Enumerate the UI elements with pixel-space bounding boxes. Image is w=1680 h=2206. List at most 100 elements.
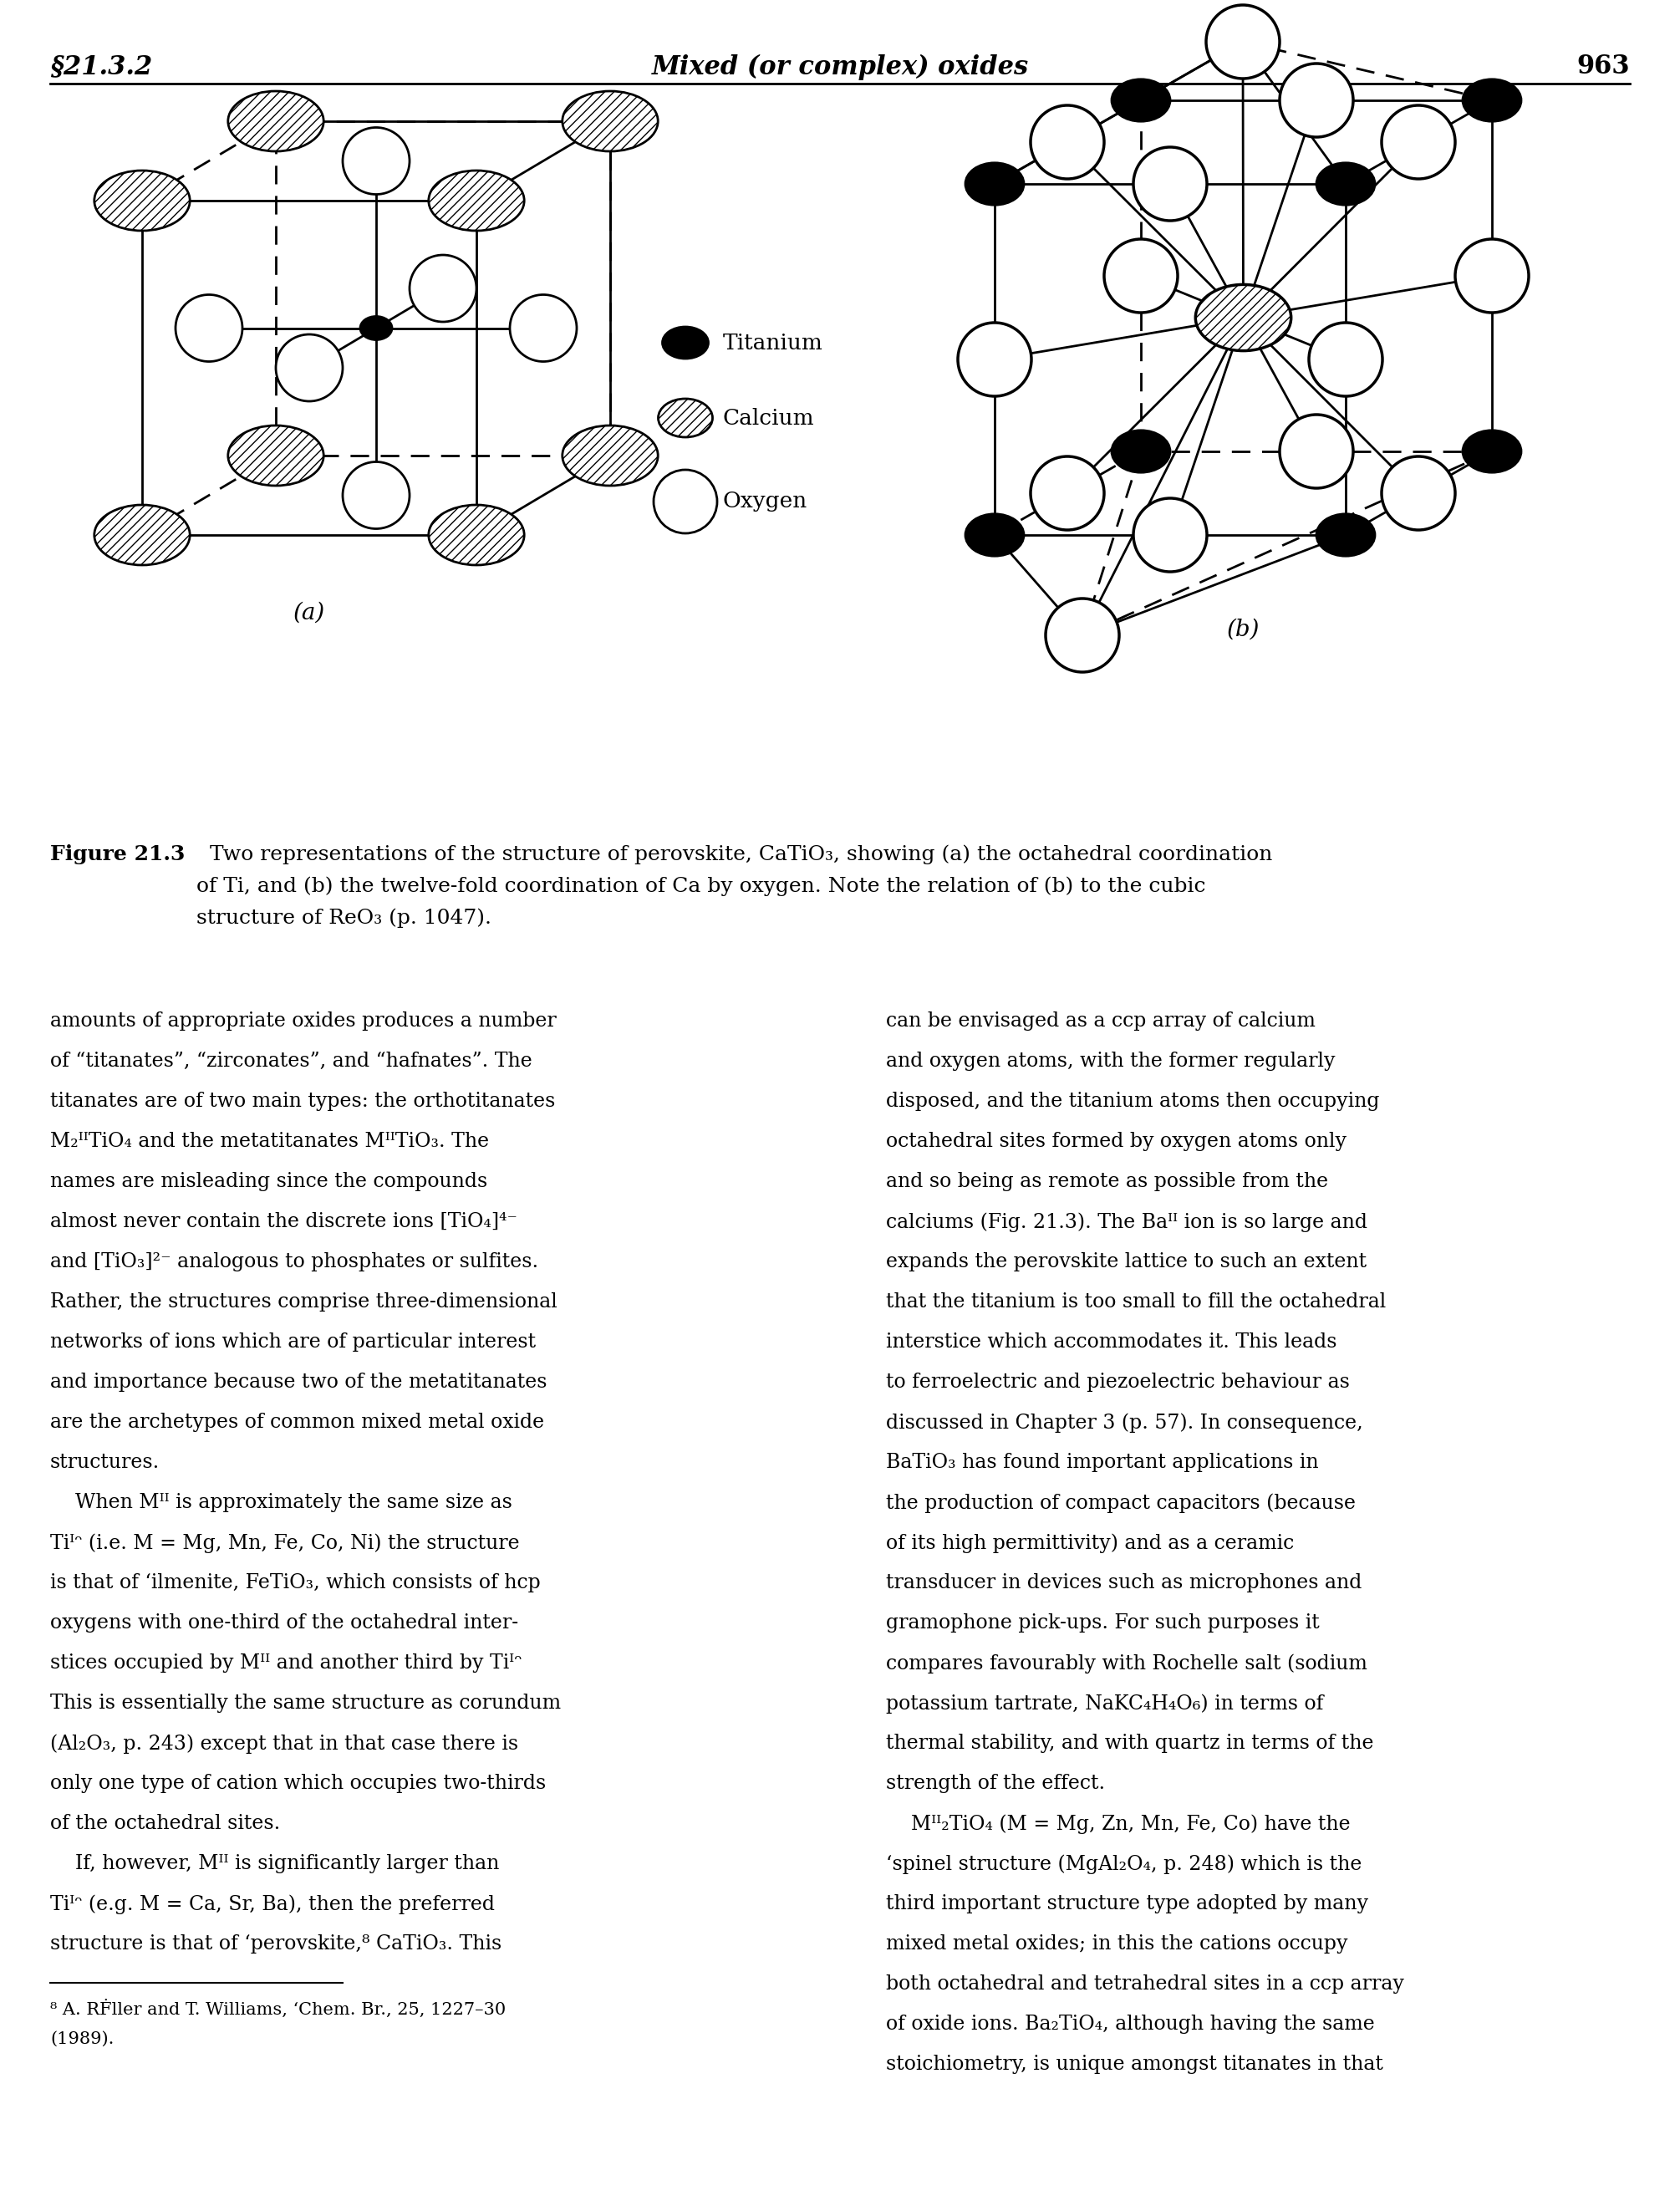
Text: Two representations of the structure of perovskite, CaTiO₃, showing (a) the octa: Two representations of the structure of … <box>197 845 1272 865</box>
Ellipse shape <box>563 90 659 152</box>
Text: BaTiO₃ has found important applications in: BaTiO₃ has found important applications … <box>885 1454 1319 1471</box>
Circle shape <box>175 296 242 362</box>
Circle shape <box>1280 64 1352 137</box>
Text: Oxygen: Oxygen <box>722 492 808 512</box>
Text: Mᴵᴵ₂TiO₄ (M = Mg, Zn, Mn, Fe, Co) have the: Mᴵᴵ₂TiO₄ (M = Mg, Zn, Mn, Fe, Co) have t… <box>885 1813 1351 1833</box>
Circle shape <box>1134 148 1206 221</box>
Text: Tiᴵᵔ (i.e. M = Mg, Mn, Fe, Co, Ni) the structure: Tiᴵᵔ (i.e. M = Mg, Mn, Fe, Co, Ni) the s… <box>50 1533 519 1553</box>
Text: mixed metal oxides; in this the cations occupy: mixed metal oxides; in this the cations … <box>885 1935 1347 1955</box>
Text: that the titanium is too small to fill the octahedral: that the titanium is too small to fill t… <box>885 1293 1386 1313</box>
Text: titanates are of two main types: the orthotitanates: titanates are of two main types: the ort… <box>50 1092 556 1112</box>
Circle shape <box>410 256 477 322</box>
Circle shape <box>1134 499 1206 571</box>
Text: of oxide ions. Ba₂TiO₄, although having the same: of oxide ions. Ba₂TiO₄, although having … <box>885 2014 1374 2034</box>
Text: of Ti, and (b) the twelve-fold coordination of Ca by oxygen. Note the relation o: of Ti, and (b) the twelve-fold coordinat… <box>197 876 1206 896</box>
Text: strength of the effect.: strength of the effect. <box>885 1774 1105 1793</box>
Text: and importance because two of the metatitanates: and importance because two of the metati… <box>50 1372 548 1392</box>
Text: Tiᴵᵔ (e.g. M = Ca, Sr, Ba), then the preferred: Tiᴵᵔ (e.g. M = Ca, Sr, Ba), then the pre… <box>50 1895 496 1915</box>
Text: When Mᴵᴵ is approximately the same size as: When Mᴵᴵ is approximately the same size … <box>50 1493 512 1511</box>
Text: to ferroelectric and piezoelectric behaviour as: to ferroelectric and piezoelectric behav… <box>885 1372 1349 1392</box>
Text: of “titanates”, “zirconates”, and “hafnates”. The: of “titanates”, “zirconates”, and “hafna… <box>50 1052 533 1070</box>
Ellipse shape <box>662 326 709 360</box>
Text: (Al₂O₃, p. 243) except that in that case there is: (Al₂O₃, p. 243) except that in that case… <box>50 1734 519 1754</box>
Text: Figure 21.3: Figure 21.3 <box>50 845 185 865</box>
Text: 963: 963 <box>1576 53 1630 79</box>
Text: transducer in devices such as microphones and: transducer in devices such as microphone… <box>885 1573 1362 1593</box>
Text: networks of ions which are of particular interest: networks of ions which are of particular… <box>50 1332 536 1352</box>
Text: structure of ReO₃ (p. 1047).: structure of ReO₃ (p. 1047). <box>197 909 492 927</box>
Text: almost never contain the discrete ions [TiO₄]⁴⁻: almost never contain the discrete ions [… <box>50 1211 517 1231</box>
Text: structures.: structures. <box>50 1454 160 1471</box>
Text: third important structure type adopted by many: third important structure type adopted b… <box>885 1895 1368 1913</box>
Text: are the archetypes of common mixed metal oxide: are the archetypes of common mixed metal… <box>50 1412 544 1432</box>
Circle shape <box>1206 4 1280 79</box>
Circle shape <box>958 322 1032 397</box>
Text: amounts of appropriate oxides produces a number: amounts of appropriate oxides produces a… <box>50 1013 556 1030</box>
Ellipse shape <box>1463 79 1520 121</box>
Text: discussed in Chapter 3 (p. 57). In consequence,: discussed in Chapter 3 (p. 57). In conse… <box>885 1412 1362 1432</box>
Text: thermal stability, and with quartz in terms of the: thermal stability, and with quartz in te… <box>885 1734 1374 1754</box>
Ellipse shape <box>228 90 324 152</box>
Text: potassium tartrate, NaKC₄H₄O₆) in terms of: potassium tartrate, NaKC₄H₄O₆) in terms … <box>885 1694 1324 1714</box>
Ellipse shape <box>966 514 1023 556</box>
Text: gramophone pick-ups. For such purposes it: gramophone pick-ups. For such purposes i… <box>885 1613 1319 1632</box>
Text: (a): (a) <box>294 602 326 624</box>
Text: the production of compact capacitors (because: the production of compact capacitors (be… <box>885 1493 1356 1513</box>
Text: §21.3.2: §21.3.2 <box>50 53 153 79</box>
Ellipse shape <box>966 163 1023 205</box>
Text: (b): (b) <box>1226 618 1260 642</box>
Text: calciums (Fig. 21.3). The Baᴵᴵ ion is so large and: calciums (Fig. 21.3). The Baᴵᴵ ion is so… <box>885 1211 1368 1231</box>
Text: expands the perovskite lattice to such an extent: expands the perovskite lattice to such a… <box>885 1253 1366 1271</box>
Ellipse shape <box>1317 163 1374 205</box>
Text: both octahedral and tetrahedral sites in a ccp array: both octahedral and tetrahedral sites in… <box>885 1974 1404 1994</box>
Text: and oxygen atoms, with the former regularly: and oxygen atoms, with the former regula… <box>885 1052 1336 1070</box>
Text: and [TiO₃]²⁻ analogous to phosphates or sulfites.: and [TiO₃]²⁻ analogous to phosphates or … <box>50 1253 538 1271</box>
Circle shape <box>1045 598 1119 673</box>
Text: ⁸ A. RḞller and T. Williams, ‘Chem. Br., 25, 1227–30: ⁸ A. RḞller and T. Williams, ‘Chem. Br.,… <box>50 1999 506 2018</box>
Text: (1989).: (1989). <box>50 2032 114 2047</box>
Text: Titanium: Titanium <box>722 333 823 353</box>
Ellipse shape <box>428 505 524 565</box>
Text: is that of ‘ilmenite, FeTiO₃, which consists of hcp: is that of ‘ilmenite, FeTiO₃, which cons… <box>50 1573 541 1593</box>
Text: can be envisaged as a ccp array of calcium: can be envisaged as a ccp array of calci… <box>885 1013 1315 1030</box>
Text: disposed, and the titanium atoms then occupying: disposed, and the titanium atoms then oc… <box>885 1092 1379 1112</box>
Text: M₂ᴵᴵTiO₄ and the metatitanates MᴵᴵTiO₃. The: M₂ᴵᴵTiO₄ and the metatitanates MᴵᴵTiO₃. … <box>50 1132 489 1152</box>
Ellipse shape <box>428 170 524 232</box>
Text: compares favourably with Rochelle salt (sodium: compares favourably with Rochelle salt (… <box>885 1654 1368 1672</box>
Text: Mixed (or complex) oxides: Mixed (or complex) oxides <box>652 53 1028 79</box>
Circle shape <box>1381 106 1455 179</box>
Circle shape <box>343 461 410 529</box>
Circle shape <box>1455 238 1529 313</box>
Text: ‘spinel structure (MgAl₂O₄, p. 248) which is the: ‘spinel structure (MgAl₂O₄, p. 248) whic… <box>885 1853 1362 1873</box>
Text: stoichiometry, is unique amongst titanates in that: stoichiometry, is unique amongst titanat… <box>885 2054 1383 2074</box>
Circle shape <box>276 335 343 401</box>
Text: If, however, Mᴵᴵ is significantly larger than: If, however, Mᴵᴵ is significantly larger… <box>50 1853 499 1873</box>
Circle shape <box>343 128 410 194</box>
Text: oxygens with one-third of the octahedral inter-: oxygens with one-third of the octahedral… <box>50 1613 519 1632</box>
Text: stices occupied by Mᴵᴵ and another third by Tiᴵᵔ: stices occupied by Mᴵᴵ and another third… <box>50 1654 522 1672</box>
Circle shape <box>1030 106 1104 179</box>
Ellipse shape <box>360 315 391 340</box>
Ellipse shape <box>1463 430 1520 472</box>
Ellipse shape <box>1196 285 1292 351</box>
Ellipse shape <box>94 505 190 565</box>
Text: names are misleading since the compounds: names are misleading since the compounds <box>50 1171 487 1191</box>
Circle shape <box>1030 457 1104 529</box>
Circle shape <box>1280 415 1352 488</box>
Ellipse shape <box>1112 79 1171 121</box>
Circle shape <box>1104 238 1178 313</box>
Circle shape <box>654 470 717 534</box>
Ellipse shape <box>1112 430 1171 472</box>
Text: Rather, the structures comprise three-dimensional: Rather, the structures comprise three-di… <box>50 1293 558 1313</box>
Circle shape <box>1381 457 1455 529</box>
Text: octahedral sites formed by oxygen atoms only: octahedral sites formed by oxygen atoms … <box>885 1132 1346 1152</box>
Ellipse shape <box>659 399 712 437</box>
Text: Calcium: Calcium <box>722 408 815 428</box>
Ellipse shape <box>1317 514 1374 556</box>
Circle shape <box>509 296 576 362</box>
Text: This is essentially the same structure as corundum: This is essentially the same structure a… <box>50 1694 561 1712</box>
Circle shape <box>1309 322 1383 397</box>
Ellipse shape <box>228 426 324 485</box>
Ellipse shape <box>94 170 190 232</box>
Text: and so being as remote as possible from the: and so being as remote as possible from … <box>885 1171 1329 1191</box>
